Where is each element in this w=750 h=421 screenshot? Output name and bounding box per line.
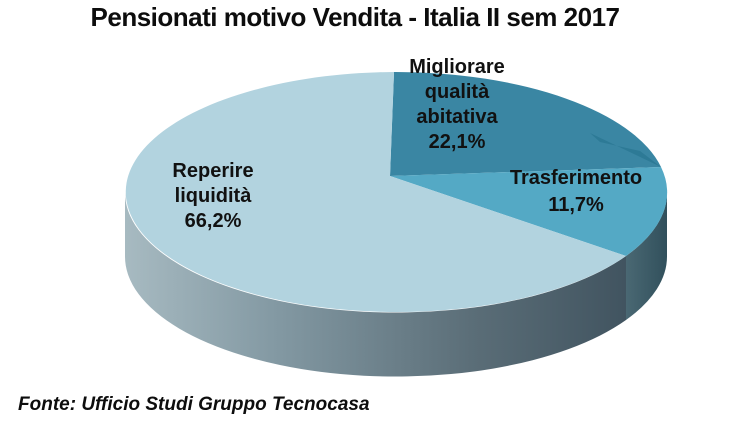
label-value: 11,7% [548, 194, 604, 216]
label-line: liquidità [174, 185, 252, 207]
label-line: Trasferimento [509, 167, 643, 189]
label-line: Migliorare [409, 56, 505, 78]
pie-slice-trasferimento [390, 167, 668, 256]
label-migliorare-qualita-abitativa: Migliorare qualità abitativa 22,1% [377, 55, 537, 155]
label-value: 66,2% [184, 210, 242, 232]
pie-side-trasferimento [626, 192, 668, 320]
pie-cut-edge-shadow [590, 133, 661, 167]
label-value: 22,1% [428, 131, 486, 153]
pie-slice-reperire-liquidita [125, 72, 626, 312]
label-line: qualità [424, 81, 490, 103]
label-trasferimento: Trasferimento 11,7% [486, 165, 666, 219]
source-note: Fonte: Ufficio Studi Gruppo Tecnocasa [18, 394, 370, 415]
pie-slice-migliorare-qualita-abitativa [390, 71, 661, 176]
pie-side-reperire-liquidita [124, 192, 627, 377]
label-line: abitativa [416, 106, 498, 128]
chart-title: Pensionati motivo Vendita - Italia II se… [90, 2, 620, 32]
label-line: Reperire [172, 160, 254, 182]
label-reperire-liquidita: Reperire liquidità 66,2% [128, 159, 298, 234]
